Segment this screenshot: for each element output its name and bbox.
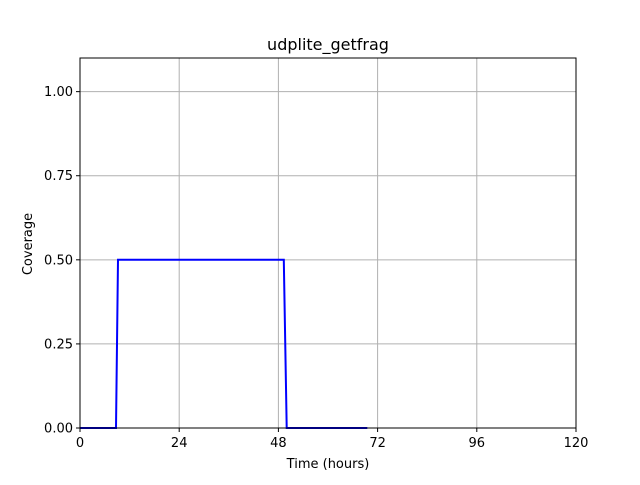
x-tick-label-2: 48 bbox=[270, 436, 287, 451]
plot-frame bbox=[79, 57, 577, 429]
y-tick-label-4: 1.00 bbox=[44, 85, 73, 100]
chart-title: udplite_getfrag bbox=[267, 35, 389, 55]
x-tick-label-5: 120 bbox=[564, 436, 589, 451]
y-tick-label-3: 0.75 bbox=[44, 169, 73, 184]
x-axis-label: Time (hours) bbox=[286, 457, 370, 472]
y-tick-label-0: 0.00 bbox=[44, 422, 73, 437]
y-axis-label: Coverage bbox=[21, 213, 36, 275]
x-tick-label-0: 0 bbox=[76, 436, 84, 451]
y-tick-label-2: 0.50 bbox=[44, 253, 73, 268]
x-tick-label-4: 96 bbox=[469, 436, 486, 451]
x-tick-label-1: 24 bbox=[171, 436, 188, 451]
x-tick-label-3: 72 bbox=[369, 436, 386, 451]
y-tick-label-1: 0.25 bbox=[44, 337, 73, 352]
tick-layer: 0 24 48 72 96 120 0.00 0.25 0.50 0.75 1.00 bbox=[44, 85, 588, 451]
